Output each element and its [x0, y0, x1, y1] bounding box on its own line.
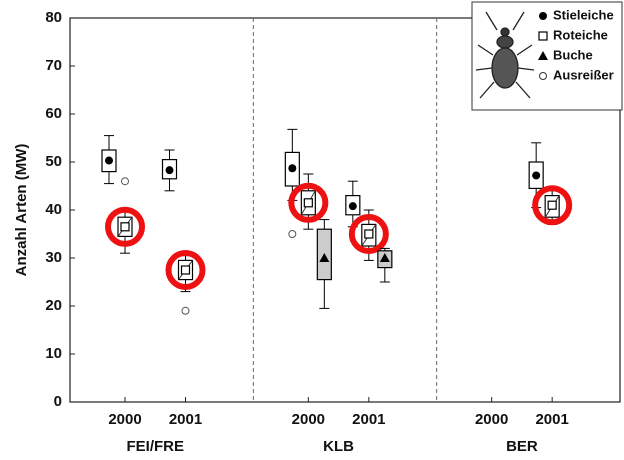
x-tick-label: 2000 — [108, 411, 141, 428]
x-tick-label: 2000 — [292, 411, 325, 428]
median-marker — [182, 266, 190, 274]
median-marker — [304, 199, 312, 207]
outlier — [182, 307, 189, 314]
y-tick-label: 10 — [45, 345, 62, 362]
group-label: KLB — [323, 438, 354, 455]
median-marker — [121, 223, 129, 231]
y-axis-label: Anzahl Arten (MW) — [13, 144, 30, 277]
outlier — [289, 231, 296, 238]
legend: Stieleiche Roteiche Buche Ausreißer — [472, 2, 622, 110]
group-label: FEI/FRE — [126, 438, 184, 455]
median-marker — [539, 12, 547, 20]
x-tick-label: 2001 — [535, 411, 568, 428]
legend-label: Roteiche — [553, 27, 608, 42]
median-marker — [365, 230, 373, 238]
median-marker — [349, 202, 357, 210]
outlier — [122, 178, 129, 185]
legend-label: Ausreißer — [553, 67, 614, 82]
x-tick-label: 2001 — [169, 411, 202, 428]
y-tick-label: 40 — [45, 201, 62, 218]
y-tick-label: 50 — [45, 153, 62, 170]
median-marker — [548, 201, 556, 209]
median-marker — [288, 164, 296, 172]
y-tick-label: 30 — [45, 249, 62, 266]
median-marker — [532, 171, 540, 179]
chart: Anzahl Arten (MW) 0 10 20 30 40 50 60 70 80 2000 2… — [0, 0, 624, 460]
median-marker — [166, 166, 174, 174]
legend-label: Stieleiche — [553, 7, 614, 22]
y-tick-label: 0 — [54, 393, 62, 410]
group-label: BER — [506, 438, 538, 455]
x-tick-label: 2000 — [475, 411, 508, 428]
y-tick-label: 20 — [45, 297, 62, 314]
y-tick-label: 70 — [45, 57, 62, 74]
median-marker — [105, 157, 113, 165]
x-tick-label: 2001 — [352, 411, 385, 428]
legend-outlier-marker — [540, 73, 547, 80]
y-tick-label: 60 — [45, 105, 62, 122]
median-marker — [539, 32, 547, 40]
y-tick-label: 80 — [45, 9, 62, 26]
legend-label: Buche — [553, 47, 593, 62]
